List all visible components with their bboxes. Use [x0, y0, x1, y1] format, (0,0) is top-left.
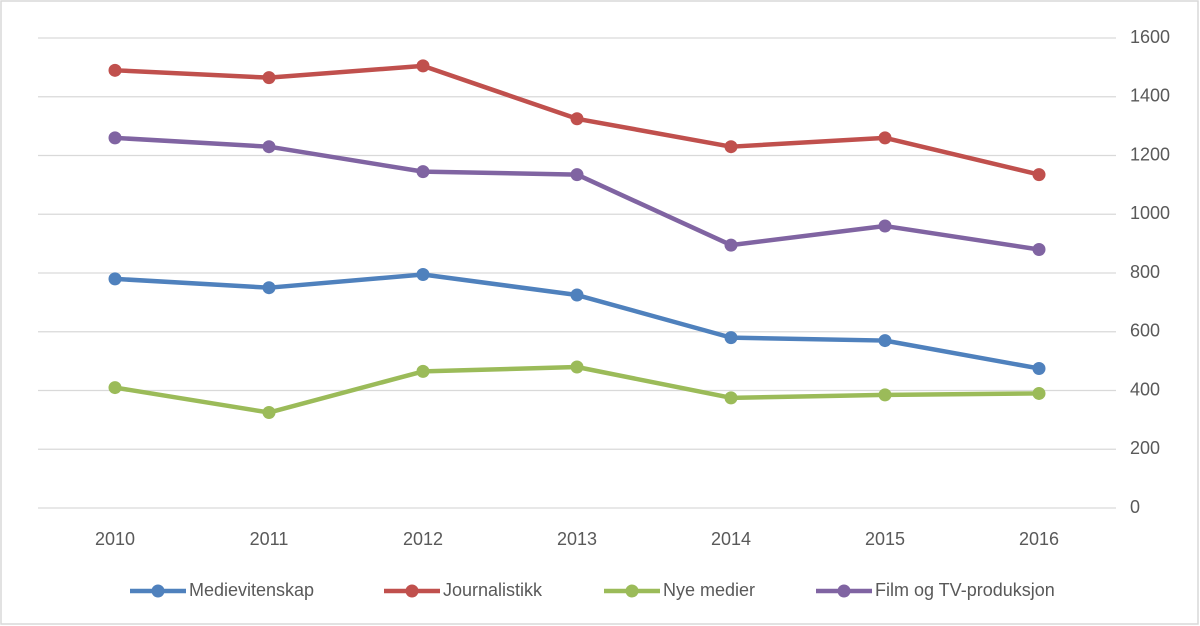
data-point [262, 140, 276, 154]
x-tick-label: 2010 [95, 529, 135, 549]
data-point [878, 219, 892, 233]
y-tick-label: 0 [1130, 497, 1140, 517]
data-point [570, 360, 584, 374]
data-point [262, 71, 276, 85]
data-point [1032, 168, 1046, 182]
legend-swatch-marker [151, 584, 165, 598]
data-point [1032, 386, 1046, 400]
data-point [570, 288, 584, 302]
y-tick-label: 200 [1130, 438, 1160, 458]
x-tick-label: 2015 [865, 529, 905, 549]
data-point [878, 131, 892, 145]
data-point [262, 406, 276, 420]
y-tick-label: 1200 [1130, 144, 1170, 164]
data-point [108, 272, 122, 286]
y-tick-label: 800 [1130, 262, 1160, 282]
data-point [878, 388, 892, 402]
data-point [570, 112, 584, 126]
legend-label: Film og TV-produksjon [875, 580, 1055, 600]
data-point [416, 59, 430, 73]
data-point [108, 63, 122, 77]
data-point [416, 165, 430, 179]
x-tick-label: 2016 [1019, 529, 1059, 549]
x-tick-label: 2012 [403, 529, 443, 549]
legend-swatch-marker [837, 584, 851, 598]
legend-label: Medievitenskap [189, 580, 314, 600]
data-point [1032, 361, 1046, 375]
legend-label: Journalistikk [443, 580, 543, 600]
data-point [416, 364, 430, 378]
legend-label: Nye medier [663, 580, 755, 600]
data-point [262, 281, 276, 295]
x-tick-label: 2014 [711, 529, 751, 549]
legend-swatch-marker [405, 584, 419, 598]
data-point [724, 238, 738, 252]
x-tick-label: 2011 [250, 529, 289, 549]
data-point [1032, 243, 1046, 256]
data-point [416, 267, 430, 281]
data-point [878, 334, 892, 348]
y-tick-label: 600 [1130, 321, 1160, 341]
y-tick-label: 1000 [1130, 203, 1170, 223]
data-point [570, 168, 584, 182]
data-point [724, 391, 738, 405]
legend-swatch-marker [625, 584, 639, 598]
x-tick-label: 2013 [557, 529, 597, 549]
data-point [724, 140, 738, 154]
data-point [108, 381, 122, 395]
y-tick-label: 400 [1130, 379, 1160, 399]
data-point [108, 131, 122, 145]
data-point [724, 331, 738, 345]
y-tick-label: 1600 [1130, 27, 1170, 47]
y-tick-label: 1400 [1130, 86, 1170, 106]
